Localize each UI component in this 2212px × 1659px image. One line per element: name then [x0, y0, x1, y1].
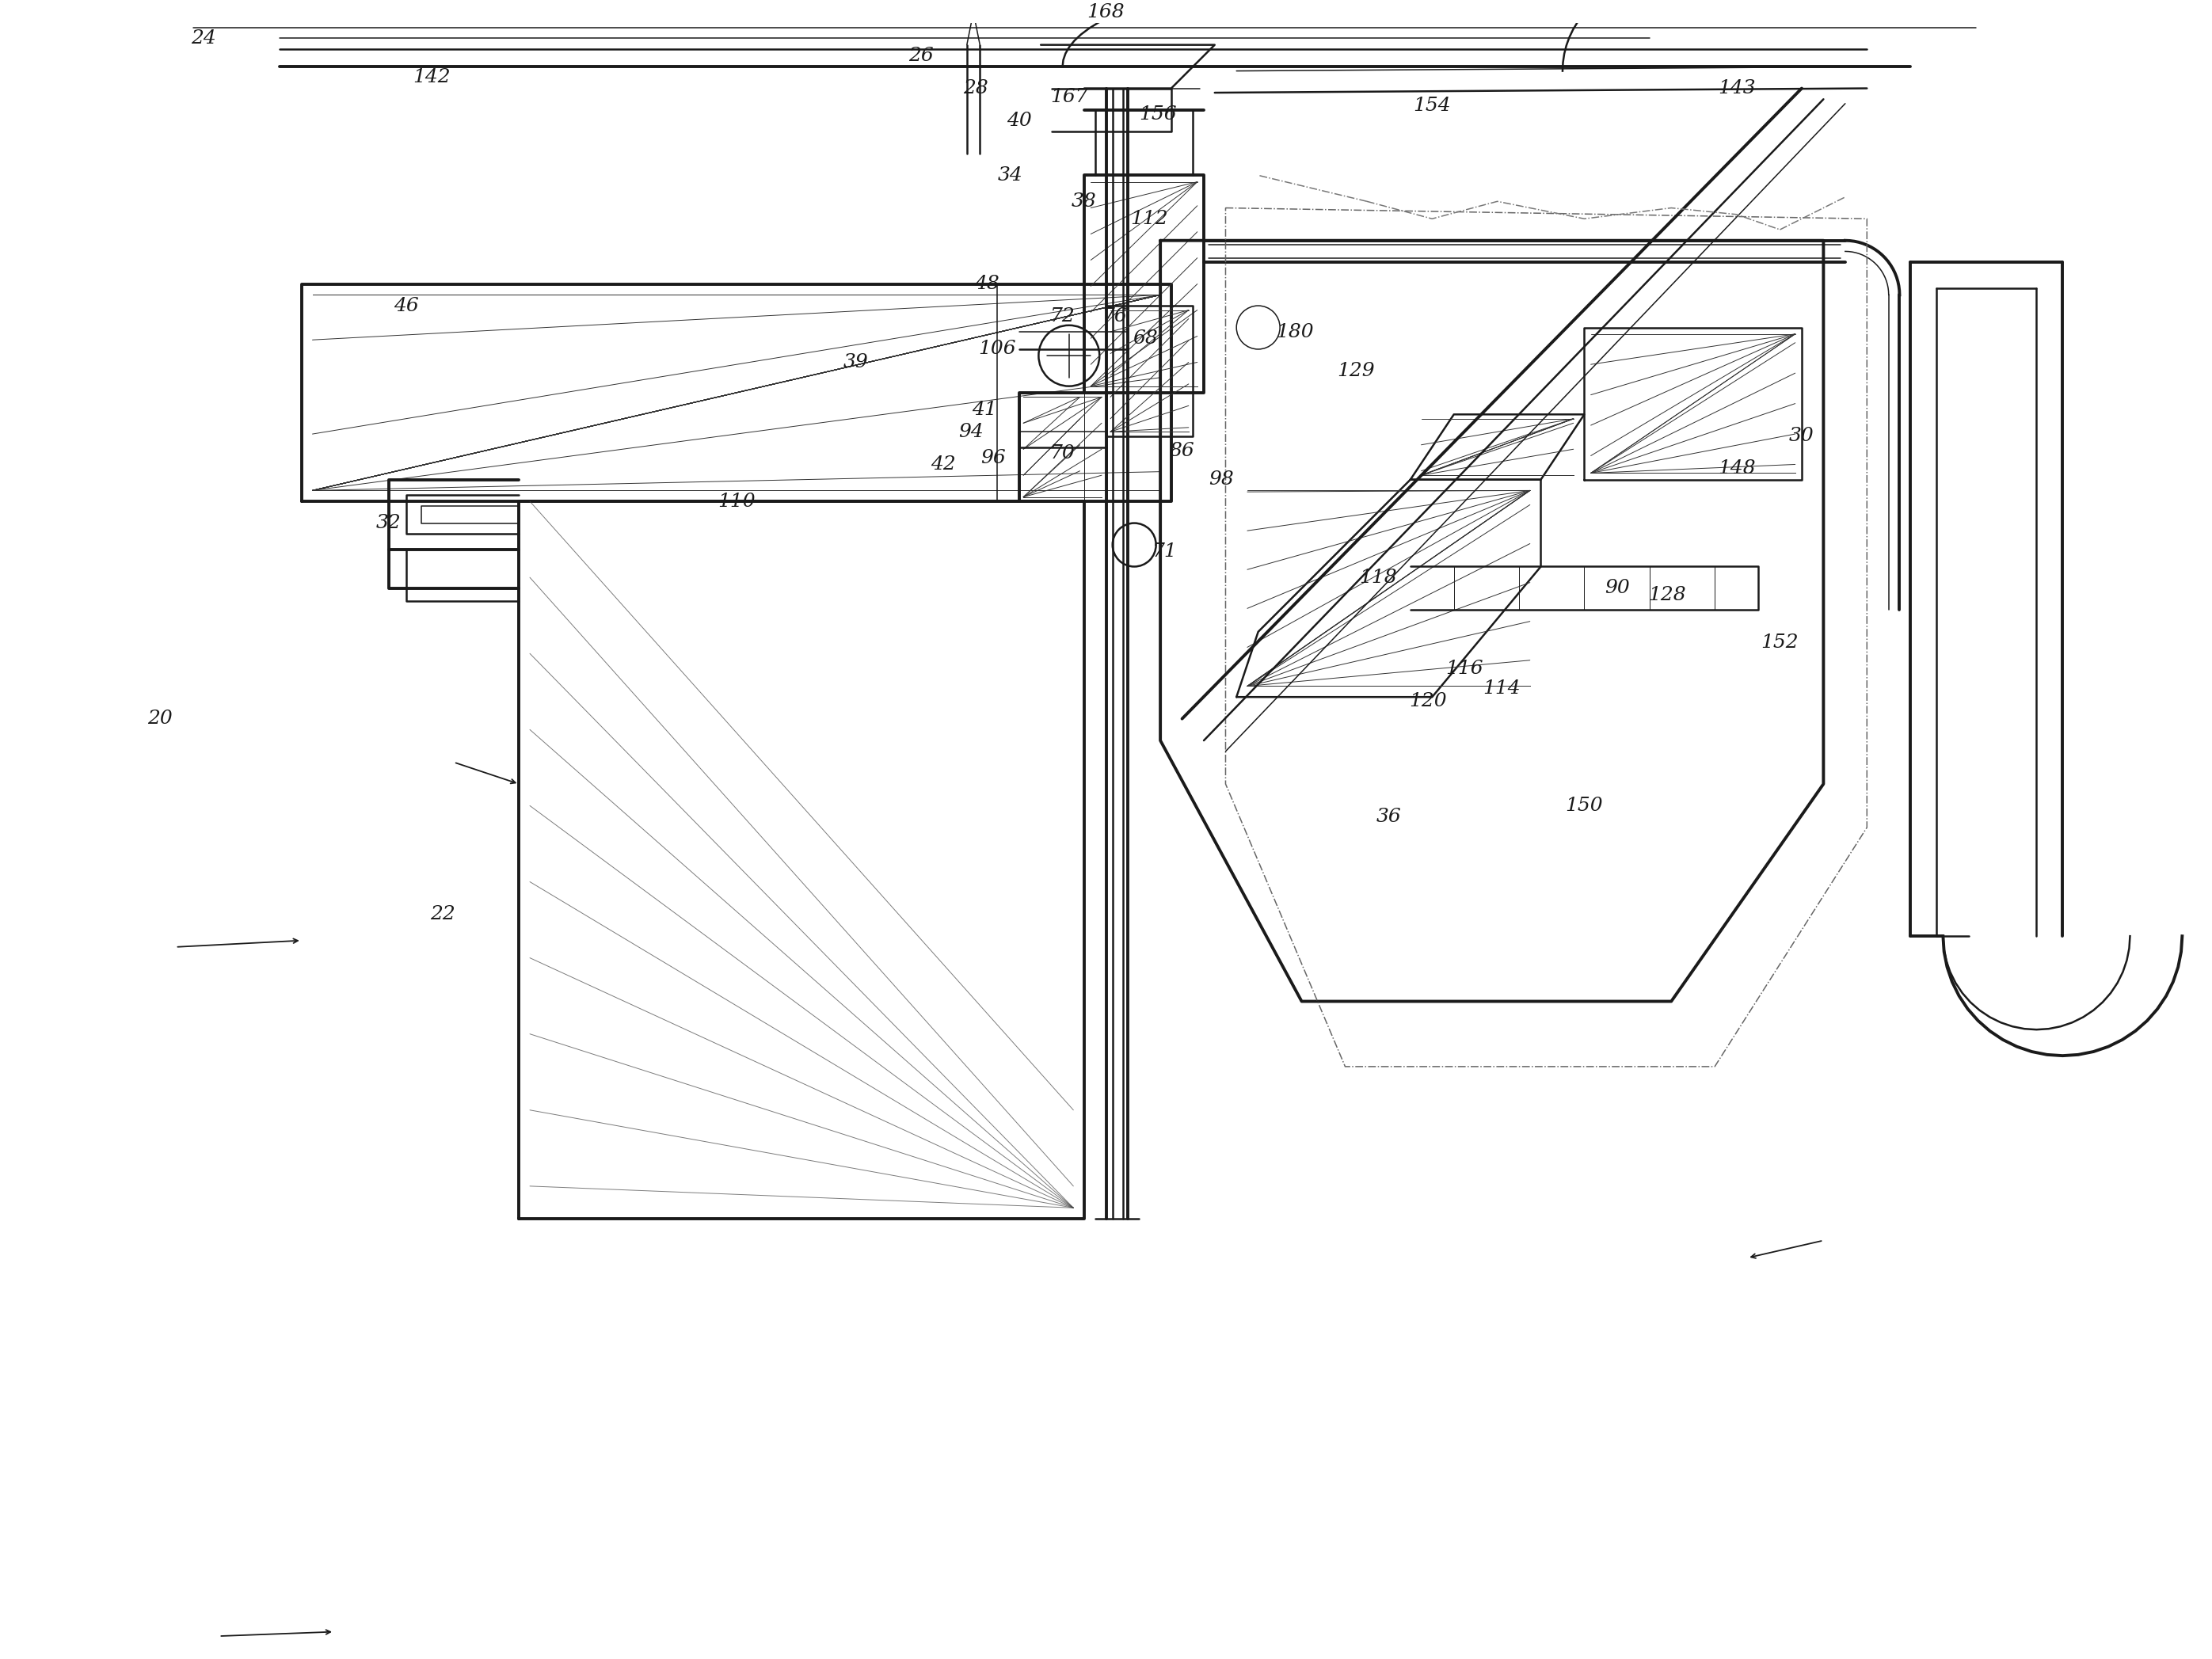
Text: 167: 167	[1051, 88, 1088, 106]
Text: 48: 48	[973, 275, 1000, 294]
Text: 28: 28	[962, 80, 989, 98]
Text: 71: 71	[1152, 542, 1177, 561]
Text: 38: 38	[1071, 192, 1097, 211]
Text: 42: 42	[931, 455, 956, 473]
Text: 154: 154	[1413, 96, 1451, 114]
Text: 90: 90	[1604, 579, 1630, 597]
Text: 96: 96	[980, 450, 1006, 466]
Text: 39: 39	[843, 353, 869, 372]
Text: 118: 118	[1358, 569, 1396, 587]
Text: 143: 143	[1719, 80, 1756, 98]
Text: 76: 76	[1102, 307, 1128, 325]
Text: 152: 152	[1761, 634, 1798, 652]
Text: 120: 120	[1409, 692, 1447, 710]
Text: 150: 150	[1566, 796, 1604, 815]
Text: 46: 46	[394, 297, 418, 315]
Text: 98: 98	[1208, 471, 1234, 489]
Circle shape	[1113, 523, 1157, 567]
Text: 142: 142	[414, 68, 451, 86]
Text: 114: 114	[1482, 679, 1520, 697]
Text: 128: 128	[1648, 586, 1686, 604]
Text: 20: 20	[148, 710, 173, 728]
Text: 86: 86	[1170, 443, 1194, 461]
Text: 32: 32	[376, 514, 400, 533]
Text: 156: 156	[1139, 105, 1177, 123]
Text: 70: 70	[1051, 445, 1075, 463]
Circle shape	[1040, 325, 1099, 387]
Text: 168: 168	[1086, 3, 1126, 22]
Text: 41: 41	[971, 401, 998, 420]
Text: 24: 24	[190, 30, 217, 48]
Text: 110: 110	[717, 493, 754, 511]
Text: 34: 34	[998, 166, 1022, 184]
Text: 30: 30	[1790, 426, 1814, 445]
Text: 112: 112	[1130, 209, 1168, 227]
Circle shape	[1237, 305, 1281, 348]
Text: 129: 129	[1338, 362, 1376, 380]
Text: 36: 36	[1376, 808, 1400, 826]
Text: 106: 106	[978, 340, 1015, 358]
Text: 148: 148	[1719, 460, 1756, 478]
Text: 40: 40	[1006, 111, 1031, 129]
Text: 26: 26	[909, 46, 933, 65]
Text: 94: 94	[958, 423, 984, 441]
Text: 180: 180	[1276, 324, 1314, 340]
Text: 68: 68	[1133, 328, 1157, 347]
Text: 22: 22	[431, 906, 456, 924]
Text: 116: 116	[1447, 660, 1484, 679]
Text: 72: 72	[1051, 307, 1075, 325]
